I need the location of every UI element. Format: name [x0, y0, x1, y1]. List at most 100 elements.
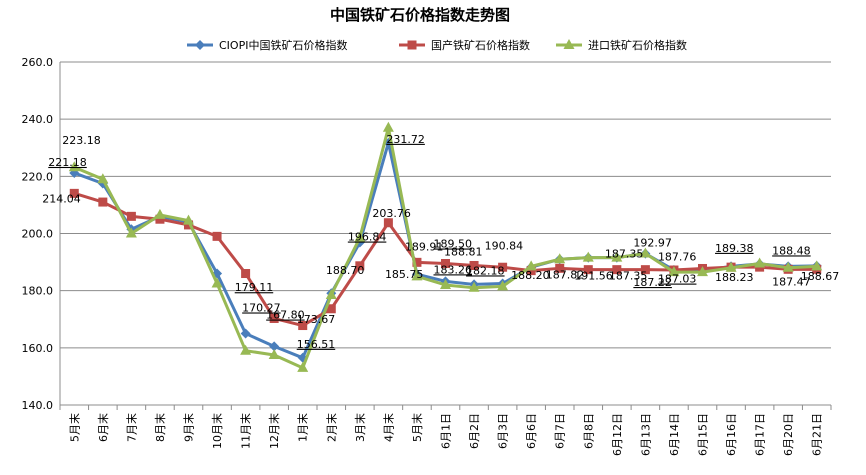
x-tick-label: 11月末	[239, 413, 253, 449]
data-label: 188.23	[715, 271, 754, 284]
data-point	[325, 288, 337, 299]
legend-label: 国产铁矿石价格指数	[431, 38, 530, 52]
data-point	[326, 304, 336, 314]
data-point	[68, 161, 80, 172]
data-point	[240, 328, 251, 339]
data-point	[497, 280, 509, 291]
data-point	[582, 251, 594, 262]
data-point	[639, 247, 651, 258]
x-tick-label: 9月末	[182, 413, 196, 442]
data-label: 188.20	[511, 269, 549, 282]
data-point	[154, 208, 166, 219]
data-point	[526, 266, 536, 276]
data-point	[97, 173, 109, 184]
data-point	[297, 361, 309, 372]
data-label: 189.38	[715, 242, 754, 255]
x-tick-label: 6月7日	[554, 413, 567, 449]
data-label: 187.22	[633, 276, 672, 289]
y-tick-label: 160.0	[22, 342, 54, 355]
data-label: 156.51	[297, 338, 336, 351]
series-3	[68, 121, 823, 372]
data-label: 188.67	[801, 270, 840, 283]
data-point	[782, 261, 794, 272]
legend-marker	[195, 40, 205, 50]
data-point	[354, 231, 366, 242]
y-tick-label: 240.0	[22, 113, 54, 126]
x-tick-label: 4月末	[381, 413, 395, 442]
x-tick-label: 3月末	[353, 413, 367, 442]
x-axis: 5月末 6月末 7月末 8月末 9月末 10月末 11月末 12月末 1月末 2月末 3月末 4月末 5…	[59, 404, 832, 456]
series-2	[69, 188, 822, 331]
data-label: 214.04	[42, 192, 81, 205]
data-point	[583, 265, 593, 275]
data-label: 189.50	[434, 238, 473, 251]
data-point	[382, 121, 394, 132]
data-label: 188.81	[444, 245, 483, 258]
data-point	[383, 218, 393, 228]
legend-item: CIOPI中国铁矿石价格指数	[187, 38, 347, 52]
x-tick-label: 5月末	[410, 413, 424, 442]
data-point	[269, 313, 279, 323]
data-label: 187.35	[605, 248, 644, 261]
y-tick-label: 140.0	[22, 399, 54, 412]
data-point	[469, 260, 479, 270]
x-tick-label: 7月末	[124, 413, 138, 442]
data-point	[125, 227, 137, 238]
data-point	[411, 270, 423, 281]
data-label: 190.84	[485, 240, 523, 253]
data-point	[468, 281, 480, 292]
data-label: 221.18	[48, 156, 87, 169]
data-point	[554, 253, 566, 264]
legend-label: CIOPI中国铁矿石价格指数	[219, 38, 347, 52]
x-tick-label: 1月末	[296, 413, 310, 442]
data-point	[211, 277, 223, 288]
x-tick-label: 6月13日	[639, 413, 652, 456]
data-label: 167.80	[266, 309, 305, 322]
x-tick-label: 6月17日	[754, 413, 767, 456]
x-tick-label: 6月8日	[582, 413, 595, 449]
data-point	[184, 220, 193, 230]
data-point	[725, 261, 737, 272]
data-label: 187.82	[546, 268, 585, 281]
legend: CIOPI中国铁矿石价格指数 国产铁矿石价格指数 进口铁矿石价格指数	[187, 38, 687, 52]
y-tick-label: 180.0	[22, 285, 54, 298]
data-point	[212, 231, 222, 241]
data-point	[126, 211, 136, 221]
legend-item: 国产铁矿石价格指数	[399, 38, 530, 52]
data-label: 231.72	[386, 133, 425, 146]
x-tick-label: 12月末	[267, 413, 281, 449]
grid	[60, 61, 831, 406]
data-label: 196.84	[348, 231, 387, 244]
x-tick-label: 6月14日	[668, 413, 681, 456]
data-label: 192.97	[633, 237, 672, 250]
data-point	[268, 348, 280, 359]
data-label: 187.47	[772, 275, 811, 288]
data-label: 182.18	[466, 264, 505, 277]
legend-marker	[407, 40, 417, 50]
x-tick-label: 6月20日	[782, 413, 795, 456]
data-label: 185.75	[385, 268, 424, 281]
data-point	[811, 260, 823, 271]
data-point	[98, 197, 108, 207]
data-point	[640, 265, 650, 275]
data-point	[240, 344, 252, 355]
data-label: 188.48	[772, 244, 811, 257]
legend-marker	[563, 39, 575, 49]
x-tick-label: 6月21日	[811, 413, 824, 456]
data-point	[69, 188, 79, 198]
data-point	[412, 257, 422, 267]
data-point	[440, 278, 451, 289]
data-label: 179.11	[235, 281, 274, 294]
y-tick-label: 200.0	[22, 228, 54, 241]
data-label: 187.35	[609, 270, 648, 283]
data-point	[241, 269, 251, 279]
data-point	[298, 321, 308, 331]
x-tick-label: 10月末	[210, 413, 224, 449]
legend-label: 进口铁矿石价格指数	[588, 38, 687, 52]
y-tick-label: 260.0	[22, 56, 54, 69]
data-point	[269, 341, 280, 352]
x-tick-label: 6月1日	[440, 413, 453, 449]
x-tick-label: 6月6日	[525, 413, 538, 449]
